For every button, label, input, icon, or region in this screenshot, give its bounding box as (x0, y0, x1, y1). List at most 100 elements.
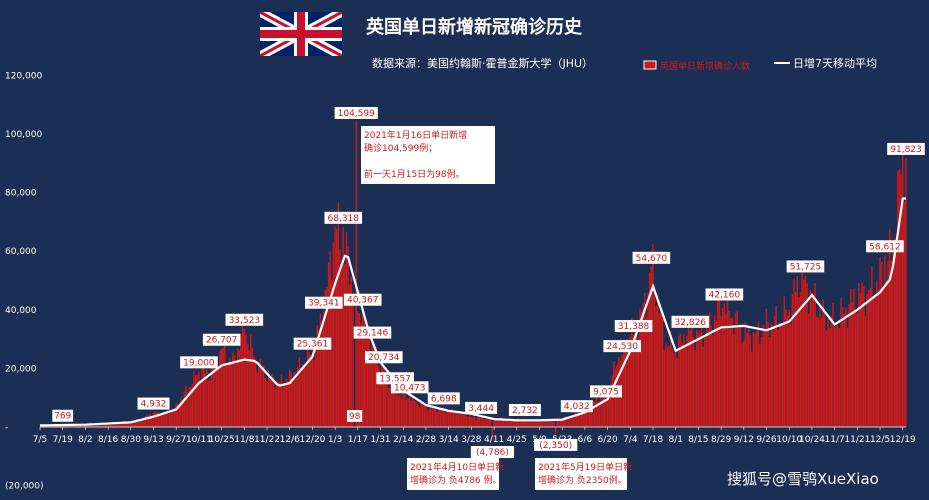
data-label-text: 68,318 (328, 214, 360, 224)
bar (858, 282, 860, 427)
data-label: 29,146 (353, 326, 392, 339)
bar (196, 375, 198, 427)
bar (827, 318, 829, 427)
data-label-text: 13,557 (379, 374, 411, 384)
bar (624, 348, 627, 427)
bar (384, 371, 387, 427)
bar (871, 266, 873, 427)
bar (588, 409, 591, 427)
bar (391, 387, 393, 427)
bar (344, 264, 346, 427)
bar (121, 423, 124, 427)
bar (108, 423, 111, 427)
bar (708, 312, 711, 427)
bar (833, 327, 836, 427)
bar (152, 412, 155, 427)
bar (519, 419, 521, 427)
bar (340, 259, 343, 427)
bar (407, 397, 409, 427)
bar (387, 388, 390, 427)
bar (687, 318, 690, 427)
x-tick-label: 7/4 (623, 435, 638, 445)
bar (535, 419, 537, 427)
bar (243, 328, 245, 427)
bar (420, 402, 422, 427)
data-label-text: 9,075 (593, 387, 619, 397)
bar (428, 409, 430, 427)
bar (410, 400, 413, 427)
data-label: 33,523 (225, 313, 264, 326)
bar (587, 405, 589, 427)
bar (365, 325, 367, 427)
annotation-line: 2021年5月19日单日新 (538, 461, 632, 473)
bar (780, 325, 782, 427)
annotation-line: 增确诊为 负4786 例。 (410, 474, 502, 486)
bar (845, 307, 847, 427)
bar (335, 229, 338, 427)
bar (548, 419, 550, 427)
data-label: 24,530 (603, 340, 641, 353)
bar (530, 420, 533, 427)
data-label-box (887, 142, 925, 155)
bar (728, 311, 730, 427)
bar (639, 308, 641, 427)
bar (807, 313, 810, 427)
bar (515, 418, 518, 427)
data-label: 68,318 (324, 211, 363, 224)
bar (712, 334, 714, 427)
bar (601, 396, 604, 427)
y-tick-label: 20,000 (5, 364, 37, 374)
bar (644, 292, 646, 427)
bar (306, 348, 309, 427)
x-tick-label: 7/19 (53, 435, 73, 445)
bar (76, 424, 78, 427)
bar (550, 420, 552, 427)
bar (793, 279, 795, 427)
bar (433, 406, 435, 427)
bar (202, 366, 205, 427)
bar (632, 335, 635, 427)
watermark: 搜狐号@雪鸮XueXiao (727, 470, 879, 488)
bar (755, 330, 758, 427)
bar (905, 157, 907, 427)
bar (447, 411, 450, 427)
bar (514, 420, 516, 427)
bar (250, 333, 252, 427)
x-tick-label: 12/5 (870, 435, 890, 445)
bar (125, 422, 127, 427)
data-label: (4,786) (470, 446, 515, 459)
bar (634, 321, 636, 427)
bar (173, 407, 176, 427)
bar (220, 348, 223, 427)
bar (726, 289, 729, 427)
data-label-box (347, 410, 363, 422)
bar (720, 316, 722, 427)
bar (258, 361, 260, 427)
bar (316, 325, 318, 427)
bar (713, 315, 716, 427)
bar (704, 336, 706, 427)
bar (499, 418, 502, 427)
data-label-text: 6,698 (431, 394, 457, 404)
x-tick-label: 12/19 (890, 435, 916, 445)
bar (282, 384, 284, 427)
bar (154, 410, 156, 427)
bar (738, 328, 740, 427)
bar (475, 419, 477, 427)
data-label-text: 51,725 (790, 262, 822, 272)
bar (867, 290, 870, 427)
bar (885, 280, 888, 427)
bar (269, 376, 271, 427)
bar (251, 347, 254, 427)
bar (191, 384, 194, 427)
bar (400, 398, 403, 427)
data-label-box (560, 400, 593, 413)
x-tick-label: 9/13 (143, 435, 163, 445)
x-tick-label: 1/17 (348, 435, 368, 445)
data-label-text: 29,146 (357, 329, 389, 339)
x-tick-label: 6/6 (578, 435, 593, 445)
data-label-text: 32,826 (675, 318, 707, 328)
bar (595, 396, 597, 427)
